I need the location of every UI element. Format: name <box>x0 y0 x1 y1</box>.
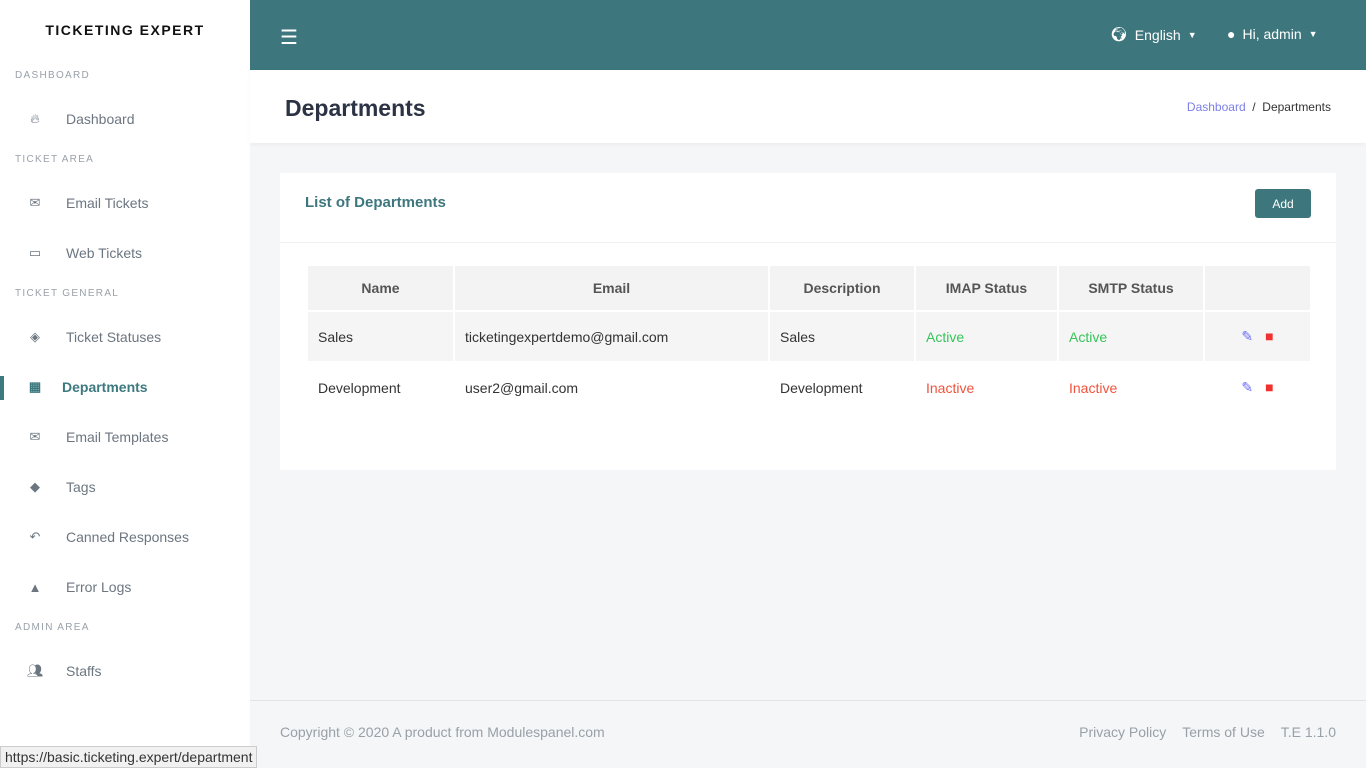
user-label: Hi, admin <box>1242 26 1302 42</box>
cell-email: user2@gmail.com <box>465 379 579 396</box>
status-bar-url: https://basic.ticketing.expert/departmen… <box>0 746 258 768</box>
trash-icon[interactable]: ■ <box>1265 379 1274 395</box>
fire-icon: 🔥︎ <box>30 111 40 126</box>
table-row: Sales ticketingexpertdemo@gmail.com Sale… <box>308 312 1310 361</box>
ticket-icon: ▭ <box>28 245 42 260</box>
label: Staffs <box>66 663 102 679</box>
warning-icon: ▲ <box>28 579 42 595</box>
add-button[interactable]: Add <box>1255 189 1311 218</box>
language-label: English <box>1134 26 1181 43</box>
terms-of-use-link[interactable]: Terms of Use <box>1182 724 1265 740</box>
section-title: DASHBOARD <box>15 70 91 81</box>
sidebar-item-email-templates[interactable]: ✉ Email Templates <box>0 412 250 462</box>
cell-name: Development <box>318 379 401 396</box>
label: Dashboard <box>66 111 135 127</box>
sidebar-item-web-tickets[interactable]: ▭ Web Tickets <box>0 228 250 278</box>
sidebar-item-staffs[interactable]: 👥︎ Staffs <box>0 646 250 696</box>
page-title: Departments <box>285 95 426 121</box>
column-header: SMTP Status <box>1059 266 1203 310</box>
cell-imap-status: Active <box>916 312 1057 361</box>
column-header: Name <box>308 266 453 310</box>
caret-down-icon: ▼ <box>1308 29 1318 39</box>
label: Tags <box>66 479 96 495</box>
topbar: ☰ 🌍︎ English ▼ ● Hi, admin ▼ <box>250 0 1366 70</box>
user-circle-icon: ● <box>1227 26 1236 42</box>
column-header <box>1205 266 1310 310</box>
envelope-open-icon: ✉ <box>29 429 41 444</box>
language-dropdown[interactable]: 🌍︎ English ▼ <box>1110 26 1197 43</box>
label: Email Tickets <box>66 195 149 211</box>
sidebar-item-dashboard[interactable]: 🔥︎ Dashboard <box>0 94 250 144</box>
label: Error Logs <box>66 579 132 595</box>
label: Canned Responses <box>66 529 189 545</box>
trash-icon[interactable]: ■ <box>1265 328 1274 344</box>
building-icon: ▦ <box>28 379 42 394</box>
reply-icon: ↶ <box>29 529 41 544</box>
sidebar-item-email-tickets[interactable]: ✉ Email Tickets <box>0 178 250 228</box>
sidebar: TICKETING EXPERT DASHBOARD 🔥︎ Dashboard T… <box>0 0 250 768</box>
label: Web Tickets <box>66 245 142 261</box>
sidebar-item-tags[interactable]: ◆ Tags <box>0 462 250 512</box>
sidebar-item-error-logs[interactable]: ▲ Error Logs <box>0 562 250 612</box>
tags-icon: ◆ <box>30 479 40 494</box>
brand-logo[interactable]: TICKETING EXPERT <box>45 22 205 38</box>
sidebar-item-departments[interactable]: ▦ Departments <box>0 362 250 412</box>
cell-email: ticketingexpertdemo@gmail.com <box>455 312 768 361</box>
sidebar-item-canned-responses[interactable]: ↶ Canned Responses <box>0 512 250 562</box>
departments-card: List of Departments Add Name Email Descr… <box>280 173 1336 470</box>
version: T.E 1.1.0 <box>1280 724 1336 740</box>
hamburger-menu-icon[interactable]: ☰ <box>280 27 298 49</box>
section-title: ADMIN AREA <box>15 622 90 633</box>
column-header: Description <box>770 266 914 310</box>
page-header: Departments Dashboard / Departments <box>250 70 1366 143</box>
edit-icon[interactable]: ✎ <box>1241 328 1254 344</box>
column-header: Email <box>455 266 768 310</box>
fill-icon: ◈ <box>30 329 40 344</box>
cell-description: Development <box>780 379 863 396</box>
envelope-icon: ✉ <box>29 195 41 210</box>
cell-smtp-status: Inactive <box>1069 379 1118 396</box>
cell-description: Sales <box>770 312 914 361</box>
cell-name: Sales <box>308 312 453 361</box>
breadcrumb: Dashboard / Departments <box>1186 100 1331 114</box>
privacy-policy-link[interactable]: Privacy Policy <box>1079 724 1167 740</box>
departments-table: Name Email Description IMAP Status SMTP … <box>306 264 1312 414</box>
label: Ticket Statuses <box>66 329 162 345</box>
breadcrumb-current: Departments <box>1262 100 1331 114</box>
card-title: List of Departments <box>305 194 446 211</box>
edit-icon[interactable]: ✎ <box>1241 379 1254 395</box>
cell-imap-status: Inactive <box>926 379 975 396</box>
section-title: TICKET AREA <box>15 154 95 165</box>
cell-smtp-status: Active <box>1059 312 1203 361</box>
breadcrumb-dashboard[interactable]: Dashboard <box>1186 100 1246 114</box>
sidebar-item-ticket-statuses[interactable]: ◈ Ticket Statuses <box>0 312 250 362</box>
label: Departments <box>62 379 148 395</box>
globe-icon: 🌍︎ <box>1110 26 1128 42</box>
section-title: TICKET GENERAL <box>15 288 120 299</box>
caret-down-icon: ▼ <box>1187 29 1197 40</box>
users-icon: 👥︎ <box>27 663 44 678</box>
table-row: Development user2@gmail.com Development … <box>308 363 1310 412</box>
user-dropdown[interactable]: ● Hi, admin ▼ <box>1227 26 1318 42</box>
copyright: Copyright © 2020 A product from Modulesp… <box>280 724 605 740</box>
label: Email Templates <box>66 429 169 445</box>
column-header: IMAP Status <box>916 266 1057 310</box>
footer: Copyright © 2020 A product from Modulesp… <box>250 700 1366 768</box>
